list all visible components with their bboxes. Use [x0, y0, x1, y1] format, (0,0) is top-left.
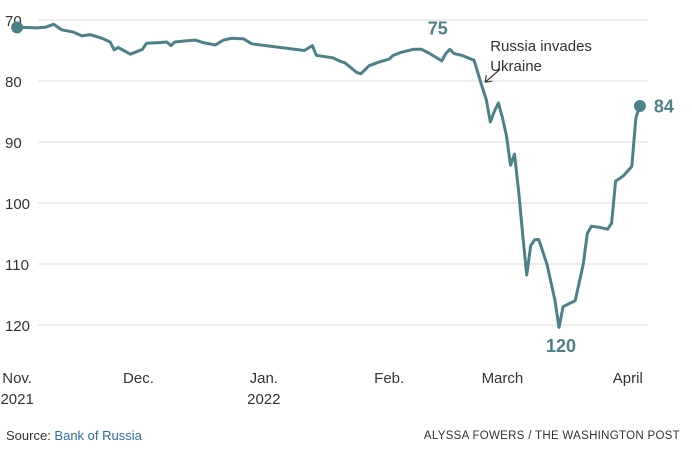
endpoint-marker — [633, 100, 646, 113]
data-label-120: 120 — [546, 336, 576, 356]
x-tick-label: April — [613, 370, 643, 387]
ruble-rate-line — [15, 22, 642, 329]
y-tick-label: 110 — [5, 257, 29, 274]
source-prefix: Source: — [6, 428, 55, 443]
y-tick-label: 120 — [5, 318, 30, 335]
data-label-84: 84 — [654, 96, 674, 116]
y-tick-label: 100 — [5, 196, 30, 213]
data-label-75: 75 — [428, 19, 448, 39]
x-tick-label: 2022 — [247, 391, 280, 408]
y-tick-label: 80 — [5, 74, 22, 91]
annotation-text: Ukraine — [490, 58, 542, 75]
y-tick-label: 90 — [5, 135, 22, 152]
x-tick-label: Dec. — [123, 370, 154, 387]
x-tick-label: March — [482, 370, 524, 387]
x-tick-label: Feb. — [374, 370, 404, 387]
annotation-arrowhead — [484, 75, 493, 83]
source-note: Source: Bank of Russia — [6, 428, 142, 443]
x-tick-label: Nov. — [2, 370, 32, 387]
x-tick-label: Jan. — [250, 370, 278, 387]
annotation-text: Russia invades — [490, 38, 592, 55]
source-link[interactable]: Bank of Russia — [54, 428, 142, 443]
endpoint-marker — [11, 21, 24, 34]
annotation-arrow — [484, 68, 501, 83]
x-tick-label: 2021 — [0, 391, 33, 408]
credit-line: ALYSSA FOWERS / THE WASHINGTON POST — [423, 430, 680, 442]
